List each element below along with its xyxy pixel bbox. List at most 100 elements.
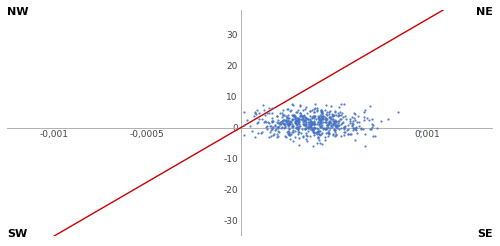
- Point: [273, 121, 281, 124]
- Point: [349, 122, 357, 126]
- Point: [384, 117, 392, 121]
- Point: [328, 117, 336, 121]
- Point: [325, 131, 333, 135]
- Point: [302, 118, 310, 122]
- Point: [293, 126, 301, 130]
- Point: [286, 127, 294, 131]
- Point: [330, 117, 338, 121]
- Point: [258, 117, 266, 121]
- Point: [299, 122, 307, 126]
- Point: [348, 121, 356, 125]
- Point: [357, 127, 365, 131]
- Point: [341, 124, 349, 128]
- Point: [323, 110, 331, 114]
- Point: [314, 115, 322, 119]
- Point: [310, 115, 318, 119]
- Point: [315, 132, 323, 136]
- Point: [344, 127, 351, 131]
- Point: [326, 115, 334, 119]
- Point: [310, 126, 318, 130]
- Point: [263, 111, 271, 115]
- Point: [302, 133, 310, 137]
- Point: [349, 119, 357, 123]
- Point: [309, 128, 317, 132]
- Point: [312, 108, 320, 112]
- Text: NE: NE: [476, 7, 493, 17]
- Point: [296, 117, 304, 121]
- Point: [336, 110, 344, 114]
- Point: [266, 124, 274, 128]
- Point: [335, 119, 343, 123]
- Point: [308, 123, 316, 126]
- Point: [308, 123, 316, 127]
- Point: [350, 112, 358, 116]
- Point: [294, 110, 302, 114]
- Point: [360, 132, 368, 136]
- Point: [252, 121, 260, 125]
- Point: [310, 116, 318, 120]
- Point: [298, 114, 306, 118]
- Point: [320, 108, 328, 112]
- Point: [328, 114, 336, 118]
- Point: [329, 113, 337, 117]
- Point: [300, 126, 308, 130]
- Point: [261, 119, 269, 123]
- Point: [302, 105, 310, 109]
- Point: [291, 122, 299, 125]
- Point: [314, 136, 322, 139]
- Point: [310, 130, 318, 134]
- Point: [338, 117, 345, 121]
- Point: [344, 132, 352, 136]
- Point: [319, 116, 327, 120]
- Point: [335, 123, 343, 127]
- Point: [265, 111, 273, 115]
- Point: [416, 129, 424, 133]
- Point: [291, 115, 299, 119]
- Point: [354, 114, 362, 118]
- Point: [310, 130, 318, 134]
- Point: [318, 110, 326, 114]
- Point: [336, 117, 344, 121]
- Point: [322, 138, 330, 142]
- Point: [268, 128, 276, 132]
- Point: [307, 123, 315, 126]
- Point: [310, 122, 318, 126]
- Point: [317, 108, 325, 111]
- Point: [329, 132, 337, 136]
- Point: [328, 112, 336, 116]
- Point: [310, 110, 318, 114]
- Point: [291, 114, 299, 118]
- Point: [316, 129, 324, 133]
- Point: [326, 115, 334, 119]
- Point: [270, 124, 278, 128]
- Point: [265, 135, 273, 139]
- Point: [306, 120, 314, 124]
- Point: [252, 112, 260, 116]
- Point: [368, 117, 376, 121]
- Point: [359, 127, 367, 131]
- Point: [367, 127, 375, 131]
- Point: [283, 115, 291, 119]
- Point: [284, 129, 292, 133]
- Point: [274, 134, 281, 138]
- Point: [296, 111, 304, 115]
- Point: [314, 120, 322, 124]
- Point: [256, 111, 264, 115]
- Point: [324, 134, 332, 138]
- Point: [331, 134, 339, 138]
- Point: [298, 115, 306, 119]
- Point: [332, 124, 340, 128]
- Point: [348, 123, 356, 127]
- Point: [304, 117, 312, 121]
- Point: [308, 128, 316, 132]
- Point: [260, 108, 268, 112]
- Point: [304, 121, 312, 124]
- Point: [290, 113, 298, 117]
- Point: [360, 110, 368, 114]
- Point: [286, 133, 294, 137]
- Point: [280, 121, 287, 125]
- Point: [282, 135, 290, 139]
- Point: [326, 115, 334, 119]
- Point: [330, 121, 338, 125]
- Point: [338, 122, 345, 126]
